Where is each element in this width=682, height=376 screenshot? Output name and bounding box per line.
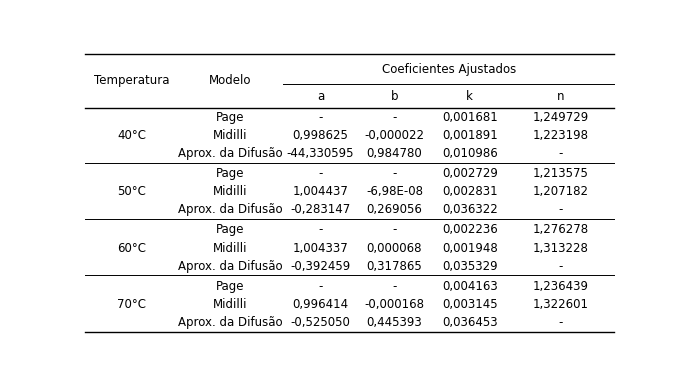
Text: Temperatura: Temperatura: [93, 74, 169, 88]
Text: Page: Page: [216, 223, 245, 237]
Text: -: -: [318, 111, 323, 124]
Text: 60°C: 60°C: [117, 242, 146, 255]
Text: 0,004163: 0,004163: [442, 280, 498, 293]
Text: Midilli: Midilli: [213, 185, 248, 198]
Text: -: -: [559, 203, 563, 216]
Text: Aprox. da Difusão: Aprox. da Difusão: [178, 147, 283, 160]
Text: -: -: [392, 280, 397, 293]
Text: -: -: [392, 111, 397, 124]
Text: 40°C: 40°C: [117, 129, 146, 142]
Text: 0,035329: 0,035329: [442, 260, 498, 273]
Text: Page: Page: [216, 167, 245, 180]
Text: 0,000068: 0,000068: [367, 242, 422, 255]
Text: 1,223198: 1,223198: [533, 129, 589, 142]
Text: 1,004437: 1,004437: [293, 185, 349, 198]
Text: -: -: [559, 260, 563, 273]
Text: -0,525050: -0,525050: [291, 316, 351, 329]
Text: 0,002236: 0,002236: [442, 223, 498, 237]
Text: 0,010986: 0,010986: [442, 147, 498, 160]
Text: a: a: [317, 90, 324, 103]
Text: -: -: [318, 280, 323, 293]
Text: -: -: [392, 223, 397, 237]
Text: 70°C: 70°C: [117, 298, 146, 311]
Text: Midilli: Midilli: [213, 298, 248, 311]
Text: 0,445393: 0,445393: [367, 316, 422, 329]
Text: -0,283147: -0,283147: [291, 203, 351, 216]
Text: 0,002729: 0,002729: [442, 167, 498, 180]
Text: 0,996414: 0,996414: [293, 298, 349, 311]
Text: -0,000168: -0,000168: [364, 298, 424, 311]
Text: 0,002831: 0,002831: [442, 185, 498, 198]
Text: -: -: [318, 223, 323, 237]
Text: Modelo: Modelo: [209, 74, 252, 88]
Text: 0,001948: 0,001948: [442, 242, 498, 255]
Text: Midilli: Midilli: [213, 129, 248, 142]
Text: 1,276278: 1,276278: [533, 223, 589, 237]
Text: Aprox. da Difusão: Aprox. da Difusão: [178, 203, 283, 216]
Text: Coeficientes Ajustados: Coeficientes Ajustados: [381, 63, 516, 76]
Text: -0,392459: -0,392459: [291, 260, 351, 273]
Text: -: -: [318, 167, 323, 180]
Text: -6,98E-08: -6,98E-08: [366, 185, 423, 198]
Text: -: -: [559, 316, 563, 329]
Text: 0,003145: 0,003145: [442, 298, 498, 311]
Text: 0,269056: 0,269056: [366, 203, 422, 216]
Text: Aprox. da Difusão: Aprox. da Difusão: [178, 316, 283, 329]
Text: b: b: [391, 90, 398, 103]
Text: -: -: [392, 167, 397, 180]
Text: -: -: [559, 147, 563, 160]
Text: 0,998625: 0,998625: [293, 129, 349, 142]
Text: 0,036453: 0,036453: [442, 316, 498, 329]
Text: Page: Page: [216, 280, 245, 293]
Text: 0,001681: 0,001681: [442, 111, 498, 124]
Text: 0,036322: 0,036322: [442, 203, 498, 216]
Text: -44,330595: -44,330595: [286, 147, 354, 160]
Text: n: n: [557, 90, 565, 103]
Text: Midilli: Midilli: [213, 242, 248, 255]
Text: 1,207182: 1,207182: [533, 185, 589, 198]
Text: 1,213575: 1,213575: [533, 167, 589, 180]
Text: 0,001891: 0,001891: [442, 129, 498, 142]
Text: 1,004337: 1,004337: [293, 242, 349, 255]
Text: -0,000022: -0,000022: [364, 129, 424, 142]
Text: k: k: [466, 90, 473, 103]
Text: Aprox. da Difusão: Aprox. da Difusão: [178, 260, 283, 273]
Text: 1,249729: 1,249729: [533, 111, 589, 124]
Text: 1,313228: 1,313228: [533, 242, 589, 255]
Text: 0,984780: 0,984780: [367, 147, 422, 160]
Text: 1,236439: 1,236439: [533, 280, 589, 293]
Text: 0,317865: 0,317865: [367, 260, 422, 273]
Text: Page: Page: [216, 111, 245, 124]
Text: 1,322601: 1,322601: [533, 298, 589, 311]
Text: 50°C: 50°C: [117, 185, 146, 198]
